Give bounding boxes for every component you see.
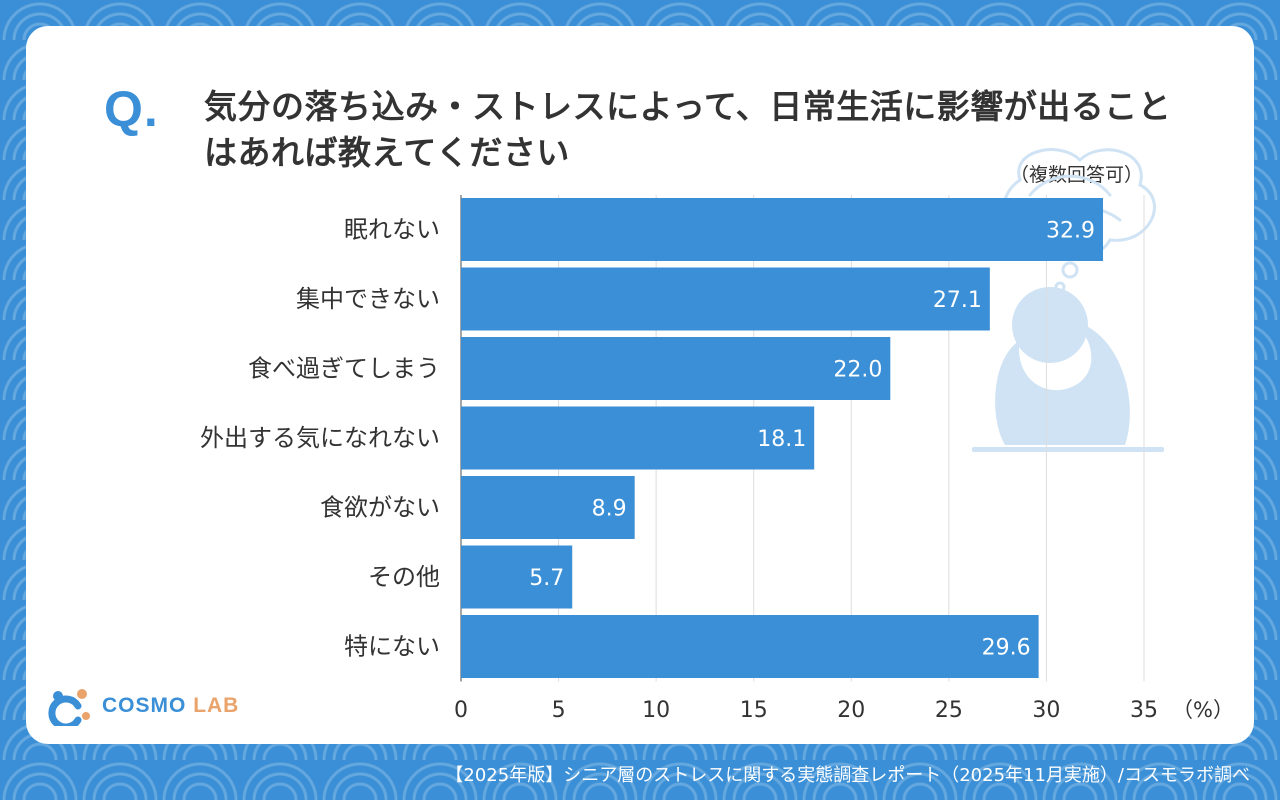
bar xyxy=(461,198,1104,261)
bar xyxy=(461,615,1039,678)
category-label: 集中できない xyxy=(296,285,440,313)
logo-cosmo-text: COSMO xyxy=(102,694,187,717)
x-tick-label: 35 xyxy=(1130,698,1158,723)
category-label: 特にない xyxy=(344,633,440,661)
chart-title: 気分の落ち込み・ストレスによって、日常生活に影響が出ることはあれば教えてください xyxy=(204,87,1172,172)
x-tick-label: 30 xyxy=(1032,698,1060,723)
x-tick-label: 20 xyxy=(837,698,865,723)
x-tick-label: 10 xyxy=(642,698,670,723)
value-label: 32.9 xyxy=(1046,219,1095,244)
x-tick-label: 0 xyxy=(454,698,468,723)
x-tick-label: 5 xyxy=(552,698,566,723)
x-tick-label: 25 xyxy=(935,698,963,723)
value-label: 8.9 xyxy=(592,497,627,522)
multiple-answer-note: （複数回答可） xyxy=(1010,164,1144,186)
value-label: 18.1 xyxy=(757,427,806,452)
bar xyxy=(461,267,990,331)
question-mark-label: Q. xyxy=(104,81,159,137)
category-label: 外出する気になれない xyxy=(200,424,440,452)
logo-lab-text: LAB xyxy=(193,694,240,717)
logo-mark-icon xyxy=(48,689,90,726)
x-tick-label: 15 xyxy=(740,698,768,723)
bar xyxy=(461,545,573,609)
bar xyxy=(461,337,891,400)
bar xyxy=(461,406,815,470)
value-label: 27.1 xyxy=(933,288,982,313)
source-footer: 【2025年版】シニア層のストレスに関する実態調査レポート（2025年11月実施… xyxy=(445,765,1250,786)
value-label: 5.7 xyxy=(529,566,564,591)
cosmo-lab-logo: COSMO LAB xyxy=(48,686,239,726)
value-label: 22.0 xyxy=(833,358,882,383)
category-label: その他 xyxy=(368,563,440,591)
x-unit-label: （%） xyxy=(1172,698,1234,722)
category-label: 眠れない xyxy=(344,216,440,244)
bar xyxy=(461,476,635,539)
person-figure xyxy=(972,287,1164,452)
category-label: 食欲がない xyxy=(320,494,440,522)
value-label: 29.6 xyxy=(982,636,1031,661)
category-label: 食べ過ぎてしまう xyxy=(248,355,440,383)
